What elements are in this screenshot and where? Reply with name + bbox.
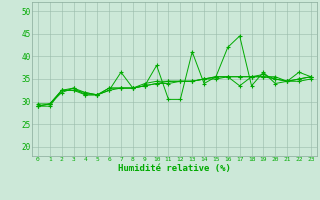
X-axis label: Humidité relative (%): Humidité relative (%) bbox=[118, 164, 231, 173]
